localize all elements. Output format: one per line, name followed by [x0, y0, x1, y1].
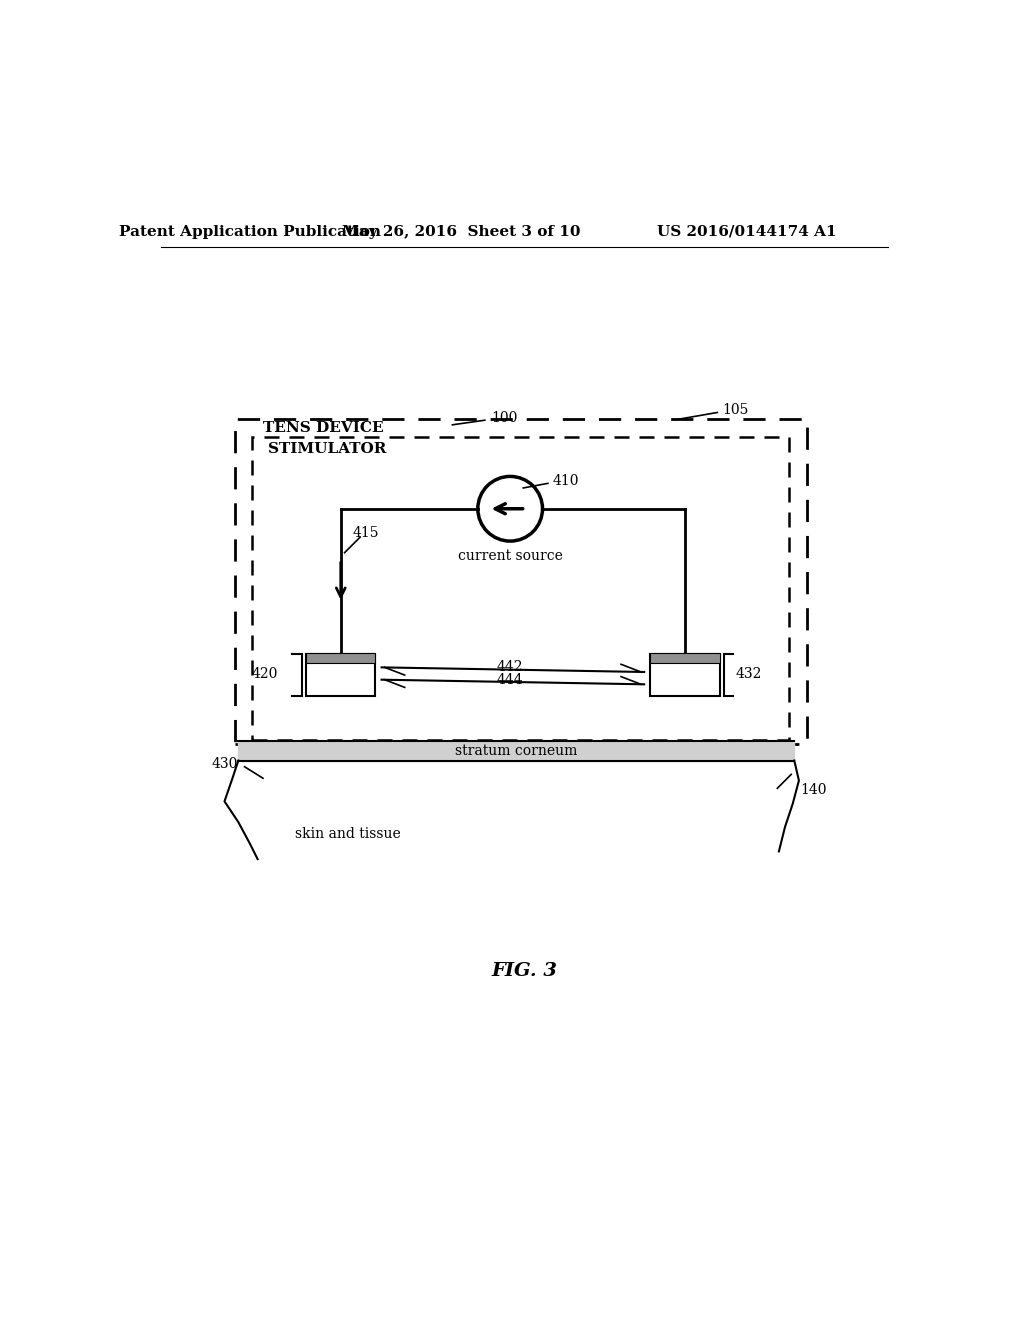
FancyBboxPatch shape	[650, 653, 720, 696]
Text: 140: 140	[801, 783, 827, 797]
Text: FIG. 3: FIG. 3	[492, 962, 558, 979]
Text: 432: 432	[736, 668, 762, 681]
Text: 415: 415	[352, 525, 379, 540]
Text: stratum corneum: stratum corneum	[455, 744, 578, 758]
Text: 100: 100	[490, 411, 517, 425]
Text: 420: 420	[252, 668, 279, 681]
Text: 430: 430	[211, 758, 238, 771]
FancyBboxPatch shape	[306, 653, 376, 663]
Text: STIMULATOR: STIMULATOR	[267, 442, 386, 457]
Text: 410: 410	[553, 474, 579, 488]
FancyBboxPatch shape	[306, 653, 376, 696]
Text: Patent Application Publication: Patent Application Publication	[119, 224, 381, 239]
Text: 442: 442	[497, 660, 523, 673]
FancyBboxPatch shape	[650, 653, 720, 663]
Text: 444: 444	[497, 673, 523, 686]
Text: 105: 105	[722, 403, 749, 417]
Text: current source: current source	[458, 549, 562, 564]
Text: US 2016/0144174 A1: US 2016/0144174 A1	[656, 224, 837, 239]
Text: TENS DEVICE: TENS DEVICE	[263, 421, 384, 434]
Text: May 26, 2016  Sheet 3 of 10: May 26, 2016 Sheet 3 of 10	[342, 224, 581, 239]
Text: skin and tissue: skin and tissue	[295, 828, 400, 841]
